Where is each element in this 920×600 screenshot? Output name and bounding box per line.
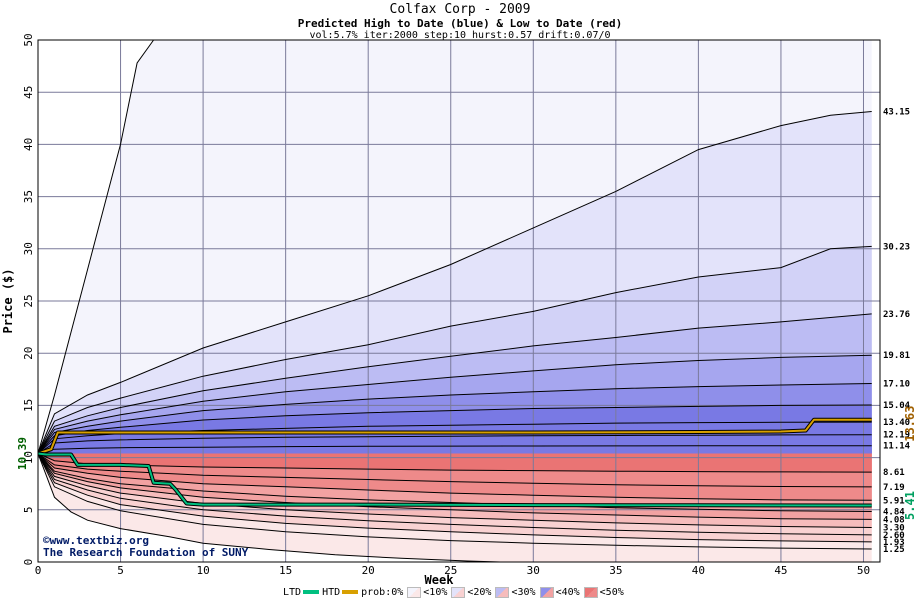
legend-ltd-swatch [303,590,320,594]
title-block: Colfax Corp - 2009 Predicted High to Dat… [0,2,920,42]
x-tick-label: 35 [609,564,622,577]
ltd-end-label: 5.41 [903,491,917,520]
credit-org: The Research Foundation of SUNY [43,546,249,559]
low-quantile-line [37,453,872,501]
htd-end-label: 13.63 [903,406,917,442]
legend-bin-swatch [539,586,554,598]
legend: LTD HTD prob:0% <10% <20% <30% <40% <50% [283,586,624,598]
legend-bin-label: <40% [555,586,580,598]
x-tick-label: 10 [196,564,209,577]
low-quantile-line [37,453,872,550]
legend-bin-swatch [451,586,466,598]
y-tick-label: 45 [22,86,35,99]
legend-htd-label: HTD [322,586,341,598]
high-quantile-line [37,434,872,454]
start-price-label: 10.39 [16,437,29,470]
quantile-end-label: 7.19 [883,483,905,493]
high-quantile-line [37,245,872,454]
x-tick-label: 30 [527,564,540,577]
quantile-end-label: 15.04 [883,401,911,411]
y-tick-label: 0 [22,559,35,566]
high-quantile-line [37,313,872,454]
min-low-curve [37,453,501,563]
credit-url: ©www.textbiz.org [43,534,149,547]
quantile-end-label: 19.81 [883,351,910,361]
max-high-curve [37,39,155,454]
high-quantile-line [37,445,872,454]
y-tick-label: 15 [22,399,35,412]
x-tick-label: 15 [279,564,292,577]
low-quantile-line [37,453,872,528]
quantile-end-label: 11.14 [883,442,911,452]
quantile-end-label: 23.76 [883,310,910,320]
legend-prob-label: prob:0% [361,586,404,598]
x-tick-label: 20 [362,564,375,577]
legend-bin-label: <10% [423,586,448,598]
quantile-end-label: 1.93 [883,538,905,548]
x-axis-title: Week [425,573,455,587]
legend-bin-label: <30% [511,586,536,598]
axes: 0 5 10 15 20 25 30 35 40 45 50 0 5 10 15 20 25 30 35 40 45 50… [1,33,881,587]
realized-paths [37,417,872,508]
legend-bin-label: <20% [467,586,492,598]
chart-title: Colfax Corp - 2009 [389,2,531,17]
quantile-end-label: 43.15 [883,108,910,118]
legend-htd-swatch [342,590,359,594]
legend-bin-swatch [407,586,422,598]
x-tick-label: 45 [774,564,787,577]
y-tick-label: 5 [22,506,35,513]
quantile-end-label: 30.23 [883,242,910,252]
legend-ltd-label: LTD [283,586,302,598]
quantile-end-label: 8.61 [883,468,905,478]
quantile-end-label: 4.08 [883,515,905,525]
low-quantile-line [37,453,872,543]
chart-subtitle: Predicted High to Date (blue) & Low to D… [297,17,623,30]
y-tick-label: 35 [22,190,35,203]
legend-bin-label: <50% [599,586,624,598]
low-quantile-line [37,453,872,488]
plot-frame [37,39,881,563]
quantile-end-label: 12.19 [883,431,910,441]
y-tick-label: 10 [22,451,35,464]
x-tick-label: 5 [117,564,124,577]
high-band [38,445,872,454]
y-tick-label: 50 [22,33,35,46]
high-quantile-line [37,421,872,454]
quantile-end-label: 4.84 [883,507,905,517]
y-tick-label: 40 [22,138,35,151]
quantile-end-label: 3.30 [883,524,905,534]
curve-end-labels: 10.39 43.15 30.23 23.76 19.81 17.10 15.04 13.40… [16,108,917,555]
legend-bin-swatch [583,586,598,598]
quantile-end-label: 5.91 [883,496,905,506]
chart-params: vol:5.7% iter:2000 step:10 hurst:0.57 dr… [309,30,611,41]
x-tick-label: 50 [857,564,870,577]
legend-bin-swatch [495,586,510,598]
quantile-end-label: 17.10 [883,379,910,389]
ltd-line [37,452,872,507]
low-quantile-line [37,453,872,512]
y-axis-title: Price ($) [1,268,15,333]
y-tick-label: 20 [22,347,35,360]
x-tick-label: 0 [35,564,42,577]
high-quantile-line [37,383,872,454]
y-tick-label: 25 [22,294,35,307]
htd-line [37,418,872,455]
y-tick-label: 30 [22,242,35,255]
high-quantile-line [37,111,872,454]
low-quantile-line [37,453,872,520]
quantile-end-label: 2.60 [883,531,905,541]
low-quantile-line [37,453,872,536]
x-tick-label: 40 [692,564,705,577]
quantile-end-label: 13.40 [883,418,910,428]
x-tick-label: 25 [444,564,457,577]
high-quantile-line [37,354,872,454]
quantile-end-label: 1.25 [883,545,905,555]
